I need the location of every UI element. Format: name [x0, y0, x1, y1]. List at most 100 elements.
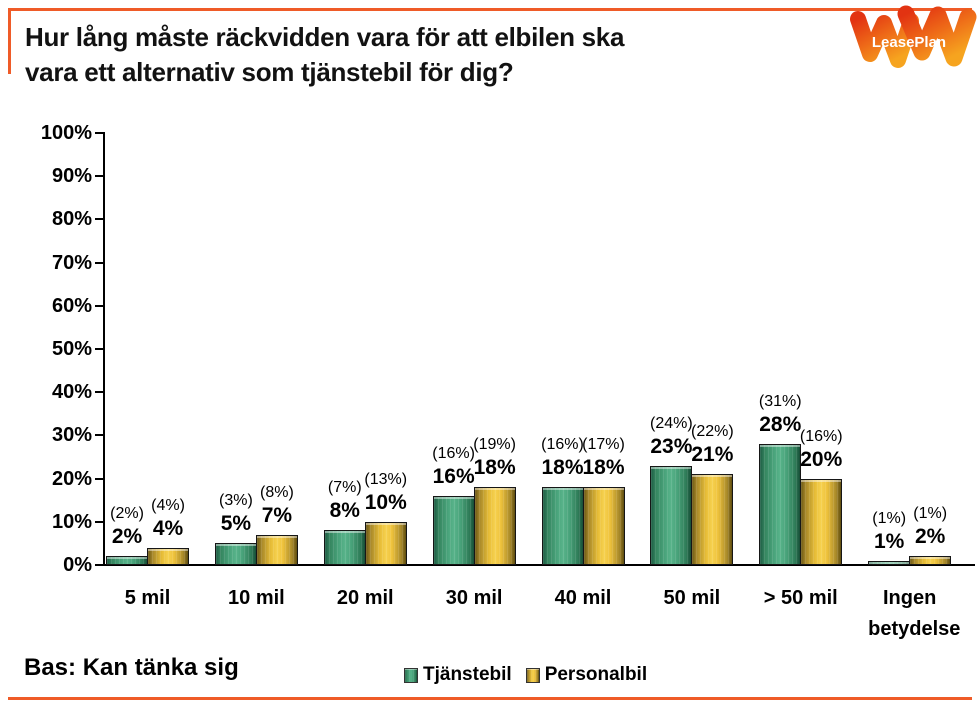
y-axis-tick-label: 60% — [51, 294, 92, 317]
y-axis-tick-label: 90% — [51, 165, 92, 188]
paren-value-label: (2%) — [110, 505, 144, 523]
value-label: 1% — [873, 529, 905, 553]
bar-personalbil — [473, 487, 516, 565]
paren-value-label: (31%) — [758, 393, 802, 411]
category-group: (2%) 2% (4%) 4% — [104, 133, 213, 565]
y-axis-tick-mark — [95, 434, 104, 437]
x-axis-label-cell: > 50 mil — [757, 583, 866, 645]
legend-item: Personalbil — [525, 664, 648, 686]
x-axis-category-label: 20 mil — [336, 587, 394, 609]
value-label: 16% — [432, 464, 475, 488]
bar-tjanstebil — [323, 530, 366, 565]
value-label: 10% — [364, 490, 407, 514]
y-axis-tick-mark — [95, 218, 104, 221]
x-axis-category-label: 40 mil — [554, 587, 612, 609]
category-group: (3%) 5% (8%) 7% — [213, 133, 322, 565]
legend-label: Tjänstebil — [423, 664, 512, 685]
bar-tjanstebil — [868, 561, 911, 565]
bar-personalbil — [582, 487, 625, 565]
bar-personalbil — [800, 479, 843, 565]
bar-personalbil — [691, 474, 734, 565]
y-axis-tick-mark — [95, 348, 104, 350]
bar-personalbil — [147, 548, 189, 565]
y-axis-tick-label: 20% — [51, 467, 92, 490]
x-axis-category-label: Ingen betydelse — [868, 587, 961, 640]
bar-column: (17%) 18% — [582, 436, 625, 565]
x-axis-category-label: > 50 mil — [763, 587, 838, 609]
bar-tjanstebil — [106, 556, 148, 565]
paren-value-label: (24%) — [650, 415, 693, 433]
paren-value-label: (13%) — [364, 471, 408, 489]
x-axis-category-label: 10 mil — [228, 587, 285, 609]
y-axis-tick-label: 70% — [51, 251, 92, 274]
left-accent-line — [8, 8, 11, 74]
bar-column: (22%) 21% — [691, 423, 734, 565]
bar-column: (16%) 16% — [432, 445, 475, 565]
bar-column: (13%) 10% — [364, 471, 408, 565]
chart-legend: Tjänstebil Personalbil — [404, 664, 647, 686]
bar-tjanstebil — [214, 543, 257, 565]
value-label: 20% — [800, 447, 843, 471]
paren-value-label: (1%) — [872, 510, 907, 528]
bar-column: (19%) 18% — [473, 436, 516, 565]
y-axis-tick-mark — [95, 564, 104, 566]
y-axis-tick-label: 100% — [40, 122, 92, 144]
category-group: (1%) 1% (1%) 2% — [866, 133, 975, 565]
base-note: Bas: Kan tänka sig — [24, 654, 239, 681]
y-axis-tick-mark — [95, 304, 104, 307]
top-accent-line — [8, 8, 972, 11]
category-group: (16%) 18% (17%) 18% — [540, 133, 649, 565]
value-label: 4% — [152, 516, 184, 540]
x-axis-label-cell: 10 mil — [213, 583, 322, 645]
value-label: 23% — [650, 434, 693, 458]
legend-label: Personalbil — [544, 664, 648, 685]
value-label: 8% — [329, 498, 360, 522]
page-title: Hur lång måste räckvidden vara för att e… — [25, 20, 624, 90]
x-axis-category-label: 30 mil — [445, 587, 503, 609]
value-label: 2% — [914, 524, 946, 548]
value-label: 2% — [111, 524, 143, 548]
bar-column: (16%) 20% — [800, 428, 843, 565]
y-axis-tick-mark — [95, 477, 104, 480]
logo-text: LeasePlan — [872, 34, 946, 51]
paren-value-label: (8%) — [259, 484, 294, 502]
bar-column: (1%) 2% — [909, 505, 952, 565]
bar-column: (24%) 23% — [650, 415, 693, 565]
category-group: (7%) 8% (13%) 10% — [322, 133, 431, 565]
value-label: 21% — [691, 442, 734, 466]
x-axis-category-label: 50 mil — [663, 587, 721, 609]
bar-column: (7%) 8% — [323, 479, 366, 565]
paren-value-label: (1%) — [913, 505, 948, 523]
bar-column: (31%) 28% — [758, 393, 802, 565]
category-group: (31%) 28% (16%) 20% — [757, 133, 866, 565]
x-axis-label-cell: 50 mil — [648, 583, 757, 645]
x-axis-label-cell: 5 mil — [104, 583, 213, 645]
y-axis-tick-label: 30% — [51, 424, 92, 447]
x-axis-labels: 5 mil 10 mil 20 mil 30 mil 40 mil 50 mil > 50 … — [104, 583, 975, 645]
value-label: 5% — [220, 511, 252, 535]
y-axis-line — [103, 132, 105, 566]
value-label: 28% — [759, 412, 802, 436]
title-line-2: vara ett alternativ som tjänstebil för d… — [25, 57, 514, 88]
logo-w-left — [850, 11, 919, 68]
category-group: (24%) 23% (22%) 21% — [648, 133, 757, 565]
y-axis-tick-label: 40% — [51, 381, 92, 404]
paren-value-label: (16%) — [432, 445, 475, 463]
value-label: 7% — [261, 503, 293, 527]
plot-area: (2%) 2% (4%) 4% (3%) 5% (8%) 7% (7%) 8% (13%) 10% (1… — [104, 133, 975, 565]
y-axis-tick-mark — [95, 175, 104, 178]
bar-column: (4%) 4% — [147, 497, 189, 565]
bar-column: (3%) 5% — [214, 492, 257, 565]
bar-column: (8%) 7% — [255, 484, 298, 565]
x-axis-label-cell: 30 mil — [431, 583, 540, 645]
leaseplan-logo: LeasePlan — [850, 5, 977, 68]
y-axis-tick-label: 50% — [51, 338, 92, 360]
title-line-1: Hur lång måste räckvidden vara för att e… — [25, 22, 625, 52]
value-label: 18% — [541, 455, 584, 479]
y-axis-tick-mark — [95, 391, 104, 394]
legend-swatch-icon — [525, 667, 540, 683]
paren-value-label: (17%) — [582, 436, 625, 454]
x-axis-label-cell: 20 mil — [322, 583, 431, 645]
bar-column: (1%) 1% — [868, 510, 911, 565]
